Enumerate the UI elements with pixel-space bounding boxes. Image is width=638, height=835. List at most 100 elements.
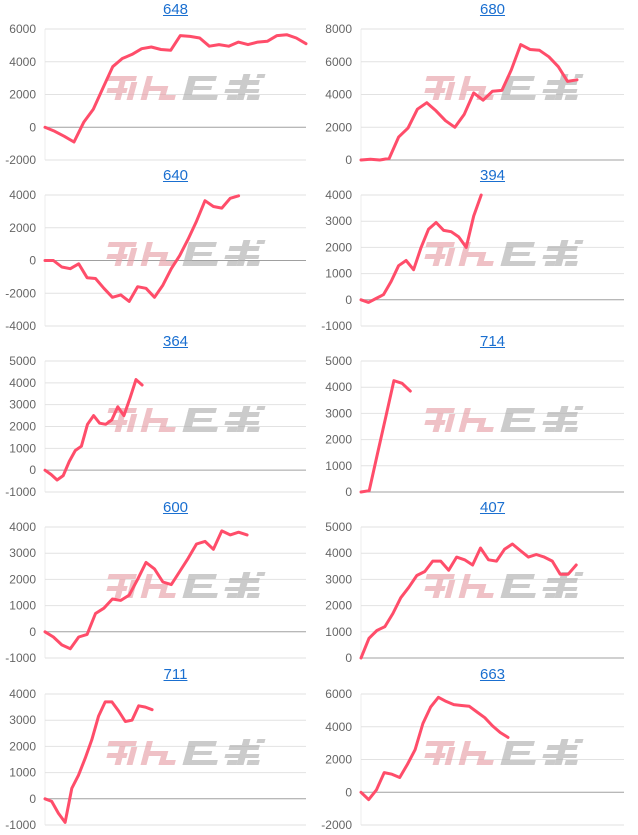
line-chart: 0 2000 4000 6000 8000	[325, 22, 624, 167]
chart-title-link[interactable]: 714	[479, 333, 506, 350]
y-tick-label: 0	[345, 785, 352, 799]
line-chart: -1000 0 1000 2000 3000 4000	[321, 188, 624, 333]
watermark-logo	[106, 240, 266, 266]
line-chart: 0 1000 2000 3000 4000 5000	[325, 520, 624, 665]
chart-648: -2000 0 2000 4000 6000 648	[0, 0, 319, 167]
y-tick-label: 4000	[325, 380, 352, 394]
chart-680: 0 2000 4000 6000 8000 680	[318, 0, 637, 167]
chart-600: -1000 0 1000 2000 3000 4000 600	[0, 498, 319, 665]
y-tick-label: -2000	[5, 153, 36, 167]
chart-394: -1000 0 1000 2000 3000 4000 394	[318, 166, 637, 333]
y-tick-label: 3000	[325, 572, 352, 586]
series-line	[359, 542, 578, 660]
y-tick-label: -1000	[5, 651, 36, 665]
y-tick-label: -2000	[321, 818, 352, 832]
series-line	[43, 700, 154, 824]
y-tick-label: 0	[29, 120, 36, 134]
y-tick-label: 1000	[9, 599, 36, 613]
y-tick-label: 8000	[325, 22, 352, 36]
chart-title-link[interactable]: 600	[162, 499, 189, 516]
y-tick-label: 1000	[9, 766, 36, 780]
y-tick-label: 0	[29, 463, 36, 477]
y-tick-label: 3000	[325, 214, 352, 228]
y-tick-label: 2000	[9, 739, 36, 753]
series-line	[359, 193, 483, 304]
chart-407: 0 1000 2000 3000 4000 5000 407	[318, 498, 637, 665]
y-tick-label: 0	[29, 254, 36, 268]
watermark-logo	[424, 74, 584, 100]
y-tick-label: 4000	[9, 188, 36, 202]
y-tick-label: 3000	[9, 546, 36, 560]
y-tick-label: 2000	[9, 420, 36, 434]
y-tick-label: 6000	[9, 22, 36, 36]
y-tick-label: -1000	[5, 485, 36, 499]
y-tick-label: 3000	[9, 713, 36, 727]
line-chart: -2000 0 2000 4000 6000	[5, 22, 308, 167]
y-tick-label: 5000	[9, 354, 36, 368]
y-tick-label: 2000	[325, 433, 352, 447]
y-tick-label: 3000	[325, 406, 352, 420]
watermark-logo	[424, 406, 584, 432]
y-tick-label: 1000	[325, 267, 352, 281]
chart-title-link[interactable]: 648	[162, 1, 189, 18]
watermark-logo	[424, 572, 584, 598]
chart-title-link[interactable]: 394	[479, 167, 506, 184]
y-tick-label: 0	[29, 792, 36, 806]
y-tick-label: 5000	[325, 520, 352, 534]
y-tick-label: 0	[29, 625, 36, 639]
chart-663: -2000 0 2000 4000 6000 663	[318, 665, 637, 832]
y-tick-label: 0	[345, 293, 352, 307]
watermark-logo	[106, 739, 266, 765]
chart-title-link[interactable]: 680	[479, 1, 506, 18]
y-tick-label: -2000	[5, 286, 36, 300]
y-tick-label: 2000	[325, 240, 352, 254]
y-tick-label: 4000	[325, 720, 352, 734]
chart-714: 0 1000 2000 3000 4000 5000 714	[318, 332, 637, 499]
y-tick-label: 1000	[325, 625, 352, 639]
y-tick-label: 2000	[325, 120, 352, 134]
y-tick-label: 4000	[9, 376, 36, 390]
chart-711: -1000 0 1000 2000 3000 4000 711	[0, 665, 319, 832]
watermark-logo	[106, 572, 266, 598]
y-tick-label: -1000	[321, 319, 352, 333]
line-chart: -1000 0 1000 2000 3000 4000 5000	[5, 354, 306, 499]
line-chart: -1000 0 1000 2000 3000 4000	[5, 687, 306, 832]
y-tick-label: -1000	[5, 818, 36, 832]
y-tick-label: 4000	[325, 88, 352, 102]
y-tick-label: 0	[345, 153, 352, 167]
line-chart: -2000 0 2000 4000 6000	[321, 687, 624, 832]
y-tick-label: 3000	[9, 398, 36, 412]
watermark-logo	[424, 240, 584, 266]
watermark-logo	[424, 739, 584, 765]
chart-title-link[interactable]: 407	[479, 499, 506, 516]
y-tick-label: 4000	[9, 520, 36, 534]
y-tick-label: 4000	[9, 55, 36, 69]
line-chart: 0 1000 2000 3000 4000 5000	[325, 354, 624, 499]
y-tick-label: 0	[345, 485, 352, 499]
line-chart: -1000 0 1000 2000 3000 4000	[5, 520, 306, 665]
series-line	[359, 379, 412, 494]
series-line	[43, 529, 249, 651]
y-tick-label: 6000	[325, 687, 352, 701]
y-tick-label: 2000	[9, 572, 36, 586]
y-tick-label: 0	[345, 651, 352, 665]
y-tick-label: -4000	[5, 319, 36, 333]
y-tick-label: 1000	[325, 459, 352, 473]
chart-364: -1000 0 1000 2000 3000 4000 5000 364	[0, 332, 319, 499]
y-tick-label: 2000	[9, 88, 36, 102]
chart-title-link[interactable]: 364	[162, 333, 189, 350]
y-tick-label: 2000	[9, 221, 36, 235]
y-tick-label: 2000	[325, 753, 352, 767]
series-line	[43, 33, 308, 144]
y-tick-label: 5000	[325, 354, 352, 368]
series-line	[43, 194, 241, 303]
chart-title-link[interactable]: 640	[162, 167, 189, 184]
series-line	[359, 43, 579, 162]
y-tick-label: 1000	[9, 441, 36, 455]
chart-title-link[interactable]: 663	[479, 666, 506, 683]
line-chart: -4000 -2000 0 2000 4000	[5, 188, 306, 333]
chart-640: -4000 -2000 0 2000 4000 640	[0, 166, 319, 333]
chart-title-link[interactable]: 711	[163, 666, 188, 683]
y-tick-label: 4000	[325, 188, 352, 202]
series-line	[43, 378, 144, 482]
